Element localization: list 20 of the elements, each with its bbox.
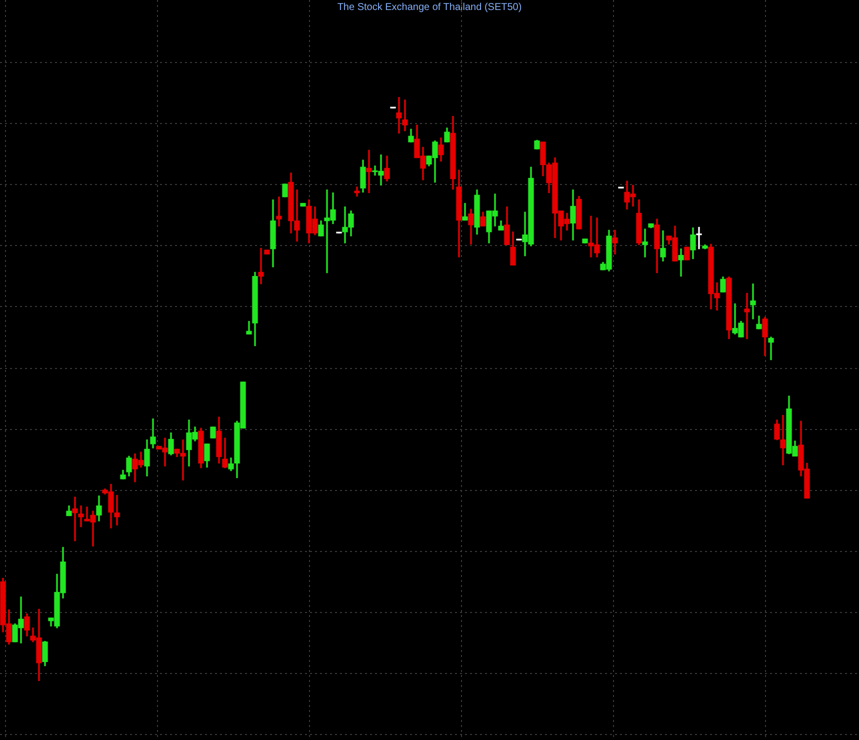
candlestick (354, 186, 360, 197)
candlestick (150, 418, 156, 448)
candlestick (366, 150, 372, 194)
candlestick (72, 496, 78, 542)
candlestick (78, 505, 84, 528)
candlestick (462, 202, 468, 221)
candlestick (780, 414, 786, 466)
candlestick (678, 248, 684, 277)
chart-title: The Stock Exchange of Thailand (SET50) (336, 2, 523, 13)
candlestick (768, 336, 774, 360)
candlestick (612, 230, 618, 254)
candlestick (750, 284, 756, 320)
candlestick (258, 248, 264, 284)
candlestick (276, 196, 282, 226)
candlestick (396, 97, 402, 134)
candlestick (744, 292, 750, 340)
candlestick (642, 228, 648, 258)
candlestick (402, 100, 408, 132)
candlestick (114, 494, 120, 526)
candlestick (696, 226, 702, 250)
